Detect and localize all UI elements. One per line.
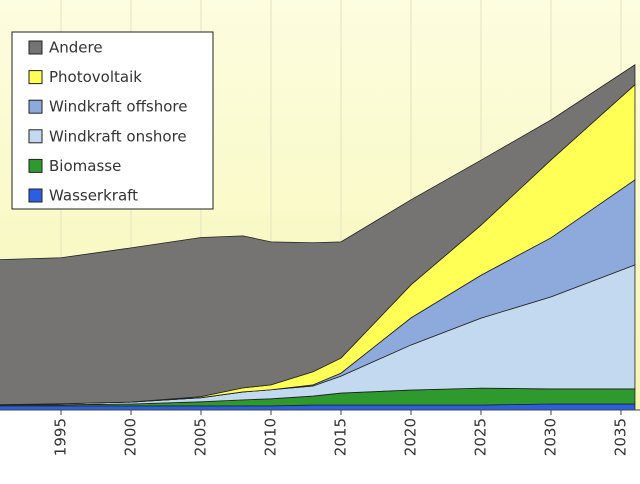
legend-label: Wasserkraft xyxy=(49,187,138,205)
legend-label: Windkraft onshore xyxy=(49,127,187,145)
legend-label: Windkraft offshore xyxy=(49,98,188,116)
x-tick-label: 2020 xyxy=(401,418,419,456)
legend-swatch xyxy=(28,99,43,114)
x-tick-label: 2025 xyxy=(471,418,489,456)
x-tick-label: 2030 xyxy=(541,418,559,456)
x-tick-label: 2015 xyxy=(331,418,349,456)
legend-swatch xyxy=(28,70,43,85)
x-tick-label: 2000 xyxy=(122,418,140,456)
legend-label: Biomasse xyxy=(49,157,121,175)
x-tick-label: 2035 xyxy=(611,418,629,456)
legend-swatch xyxy=(28,158,43,173)
legend-swatch xyxy=(28,129,43,144)
x-tick-label: 1995 xyxy=(52,418,70,456)
x-tick-label: 2010 xyxy=(262,418,280,456)
x-tick-label: 2005 xyxy=(192,418,210,456)
area xyxy=(0,64,636,406)
legend-label: Andere xyxy=(49,39,103,57)
legend-swatch xyxy=(28,40,43,55)
legend-box xyxy=(11,31,214,210)
legend-swatch xyxy=(28,188,43,203)
legend-label: Photovoltaik xyxy=(49,68,142,86)
